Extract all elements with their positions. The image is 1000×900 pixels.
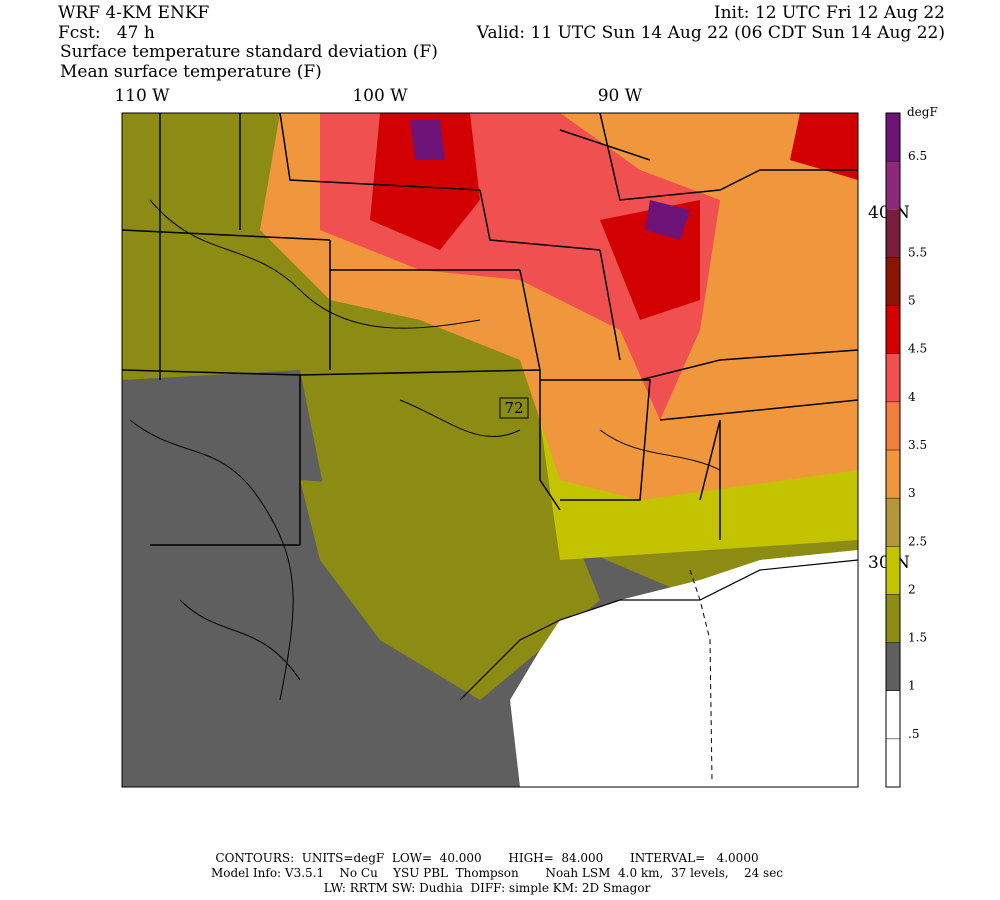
init-time: Init: 12 UTC Fri 12 Aug 22 bbox=[714, 3, 945, 23]
colorbar-label: .5 bbox=[908, 727, 919, 741]
footer-line: CONTOURS: UNITS=degF LOW= 40.000 HIGH= 8… bbox=[215, 851, 758, 865]
colorbar-label: 5.5 bbox=[908, 245, 927, 259]
colorbar-label: 3.5 bbox=[908, 438, 927, 452]
colorbar-label: 2.5 bbox=[908, 534, 927, 548]
colorbar-swatch bbox=[886, 353, 900, 402]
colorbar-label: 3 bbox=[908, 486, 916, 500]
colorbar-swatch bbox=[886, 690, 900, 739]
footer-line: Model Info: V3.5.1 No Cu YSU PBL Thompso… bbox=[211, 866, 783, 880]
map-frame bbox=[121, 112, 859, 788]
valid-time: Valid: 11 UTC Sun 14 Aug 22 (06 CDT Sun … bbox=[476, 23, 945, 43]
colorbar-swatch bbox=[886, 161, 900, 210]
colorbar-label: 4 bbox=[908, 390, 916, 404]
colorbar-label: 6.5 bbox=[908, 149, 927, 163]
colorbar-swatch bbox=[886, 113, 900, 162]
colorbar-swatch bbox=[886, 594, 900, 643]
coastline bbox=[459, 559, 858, 701]
colorbar-swatch bbox=[886, 498, 900, 547]
colorbar: degF .5 1 1.5 2 2.5 3 3.5 4 4.5 5 5.5 6.5 bbox=[885, 105, 938, 788]
contour-label: 72 bbox=[504, 399, 523, 417]
colorbar-swatch bbox=[886, 401, 900, 450]
colorbar-label: 1 bbox=[908, 679, 916, 693]
mid-spread-area bbox=[300, 480, 600, 700]
contour-label-box bbox=[499, 397, 529, 419]
colorbar-label: 5 bbox=[908, 294, 916, 308]
colorbar-swatch bbox=[886, 546, 900, 595]
model-name: WRF 4-KM ENKF bbox=[58, 3, 210, 23]
field-title: Mean surface temperature (F) bbox=[60, 62, 322, 82]
colorbar-swatch bbox=[886, 738, 900, 787]
longitude-label: 90 W bbox=[598, 86, 643, 106]
colorbar-swatch bbox=[886, 305, 900, 354]
state-borders bbox=[122, 113, 858, 546]
colorbar-unit: degF bbox=[907, 105, 938, 119]
gulf-low-spread bbox=[510, 550, 858, 787]
forecast-hour: Fcst: 47 h bbox=[58, 23, 155, 43]
colorbar-swatch bbox=[886, 257, 900, 306]
footer-line: LW: RRTM SW: Dudhia DIFF: simple KM: 2D … bbox=[324, 881, 651, 895]
colorbar-swatch bbox=[886, 209, 900, 258]
colorbar-label: 4.5 bbox=[908, 342, 927, 356]
colorbar-label: 1.5 bbox=[908, 631, 927, 645]
temperature-contours bbox=[129, 199, 721, 701]
longitude-label: 100 W bbox=[352, 86, 408, 106]
colorbar-label: 2 bbox=[908, 582, 916, 596]
colorbar-swatch bbox=[886, 450, 900, 499]
colorbar-swatch bbox=[886, 642, 900, 691]
peak-spread-area bbox=[410, 120, 690, 240]
map: 72 110 W 100 W 90 W 40 N 30 N bbox=[114, 86, 910, 788]
field-title: Surface temperature standard deviation (… bbox=[60, 42, 438, 62]
longitude-label: 110 W bbox=[114, 86, 170, 106]
